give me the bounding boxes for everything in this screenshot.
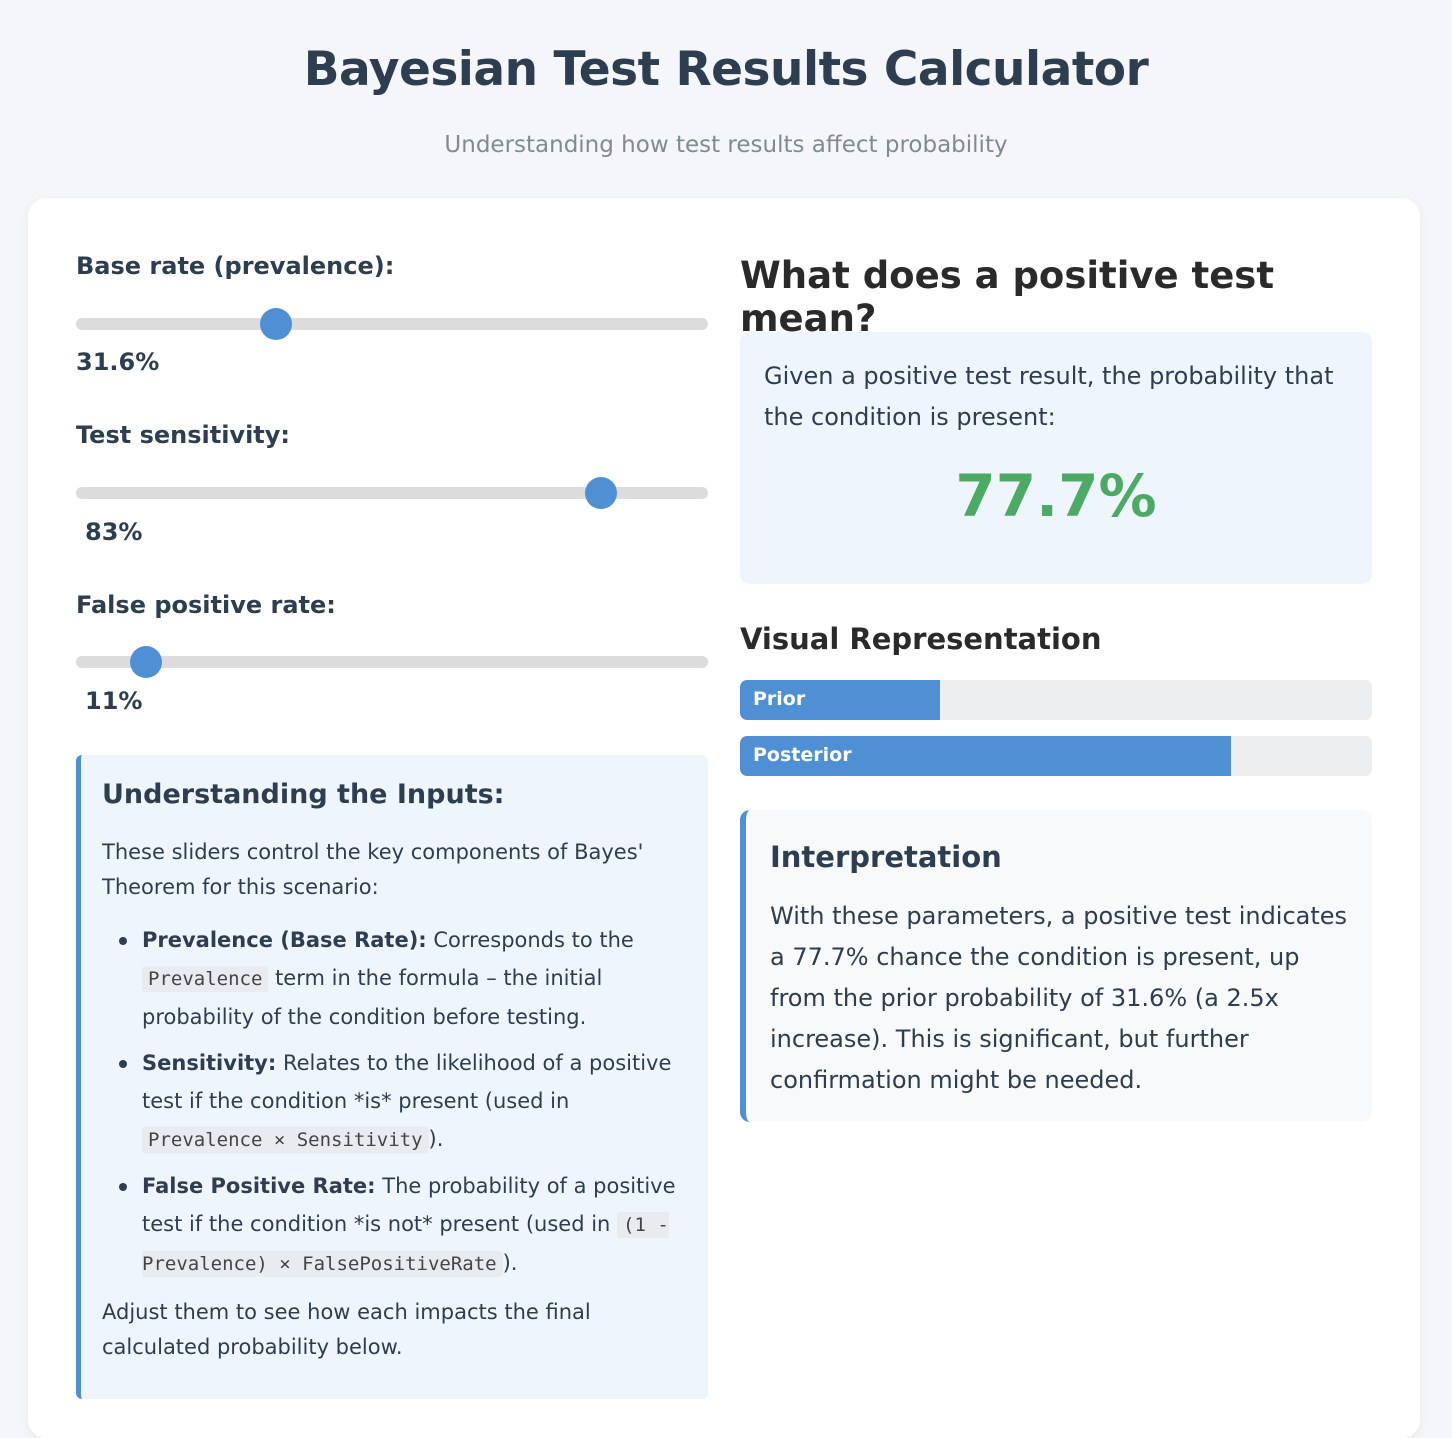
prior-bar: Prior: [740, 680, 1372, 720]
info-intro: These sliders control the key components…: [102, 840, 644, 899]
sensitivity-value: 83%: [85, 518, 143, 546]
list-item-sensitivity: Sensitivity: Relates to the likelihood o…: [102, 1044, 682, 1159]
sensitivity-label: Test sensitivity:: [76, 421, 291, 449]
list-item-false-positive: False Positive Rate: The probability of …: [102, 1167, 682, 1283]
prior-bar-fill: [740, 680, 940, 720]
interpretation-text: With these parameters, a positive test i…: [770, 902, 1348, 1094]
list-item-text: ).: [502, 1251, 518, 1275]
result-heading: What does a positive test mean?: [740, 254, 1275, 340]
result-description: Given a positive test result, the probab…: [764, 362, 1334, 431]
sensitivity-slider[interactable]: [76, 477, 708, 509]
list-item-prevalence: Prevalence (Base Rate): Corresponds to t…: [102, 921, 682, 1036]
prior-bar-label: Prior: [753, 688, 806, 710]
base-rate-slider-thumb[interactable]: [259, 308, 292, 340]
posterior-bar-label: Posterior: [753, 744, 852, 766]
visual-heading: Visual Representation: [740, 622, 1102, 656]
false-positive-label: False positive rate:: [76, 591, 336, 619]
result-box: Given a positive test result, the probab…: [740, 332, 1372, 584]
list-item-text: Corresponds to the: [426, 928, 634, 952]
page-title: Bayesian Test Results Calculator: [303, 42, 1149, 97]
posterior-bar-fill: [740, 736, 1232, 776]
info-outro: Adjust them to see how each impacts the …: [102, 1300, 591, 1359]
list-item-text: Relates to the likelihood of a positive …: [142, 1051, 672, 1113]
base-rate-label: Base rate (prevalence):: [76, 252, 395, 280]
info-title: Understanding the Inputs:: [102, 779, 505, 810]
page-subtitle: Understanding how test results affect pr…: [444, 132, 1008, 158]
list-item-text: ).: [428, 1127, 444, 1151]
info-list: Prevalence (Base Rate): Corresponds to t…: [102, 921, 682, 1291]
false-positive-value: 11%: [85, 687, 143, 715]
posterior-bar: Posterior: [740, 736, 1372, 776]
inputs-info-box: Understanding the Inputs: These sliders …: [76, 755, 708, 1399]
interpretation-box: Interpretation With these parameters, a …: [740, 810, 1372, 1122]
list-item-term: Sensitivity:: [142, 1051, 277, 1075]
base-rate-slider[interactable]: [76, 308, 708, 340]
posterior-probability: 77.7%: [955, 462, 1157, 530]
false-positive-slider-thumb[interactable]: [129, 646, 162, 678]
list-item-text: term in the formula – the initial probab…: [142, 966, 603, 1029]
calculator-card: Base rate (prevalence): 31.6% Test sensi…: [28, 198, 1420, 1438]
interpretation-title: Interpretation: [770, 840, 1002, 874]
sensitivity-slider-thumb[interactable]: [584, 477, 617, 509]
formula-code: Prevalence: [142, 966, 269, 992]
list-item-term: False Positive Rate:: [142, 1174, 376, 1198]
formula-code: Prevalence × Sensitivity: [142, 1127, 429, 1153]
list-item-term: Prevalence (Base Rate):: [142, 928, 427, 952]
list-item-text: The probability of a positive test if th…: [142, 1174, 676, 1236]
false-positive-slider[interactable]: [76, 646, 708, 678]
base-rate-value: 31.6%: [76, 348, 160, 376]
